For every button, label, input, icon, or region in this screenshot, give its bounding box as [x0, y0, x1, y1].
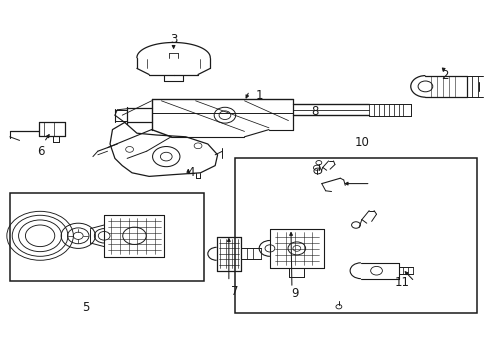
Text: 4: 4	[186, 166, 194, 179]
Text: 9: 9	[290, 287, 298, 300]
Text: 10: 10	[354, 136, 368, 149]
Text: 5: 5	[81, 301, 89, 314]
Text: 2: 2	[440, 69, 448, 82]
Text: 7: 7	[230, 285, 238, 298]
Text: 8: 8	[311, 105, 319, 118]
Text: 3: 3	[169, 33, 177, 46]
Text: 1: 1	[255, 89, 263, 102]
Text: 6: 6	[37, 145, 44, 158]
Text: 11: 11	[394, 276, 408, 289]
Bar	[234, 158, 476, 313]
Bar	[10, 193, 204, 281]
